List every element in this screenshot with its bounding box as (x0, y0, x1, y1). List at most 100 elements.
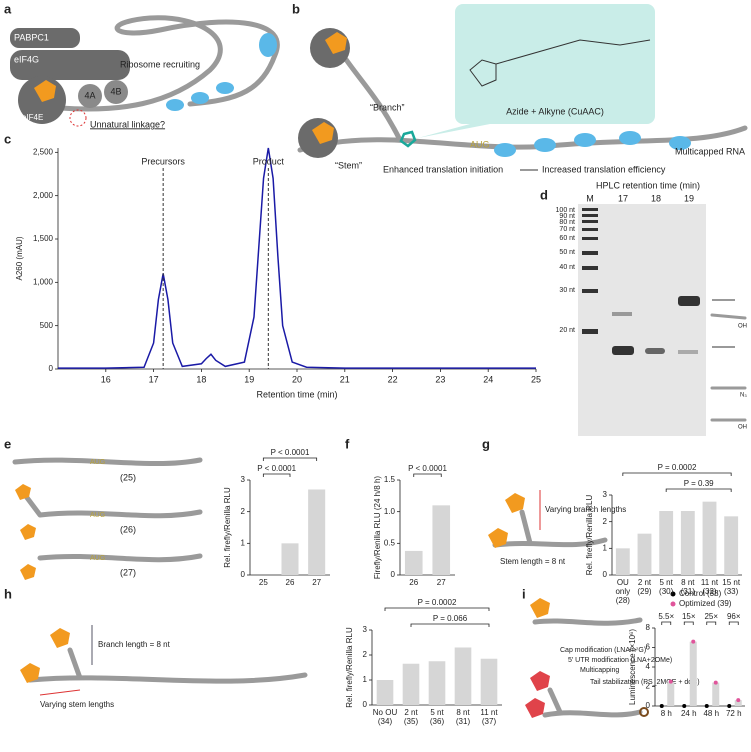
label: Increased translation efficiency (542, 164, 666, 174)
y-tick-label: 0 (646, 701, 651, 710)
ribosome (191, 92, 209, 104)
x-tick-label: 11 nt (32) (700, 578, 719, 596)
panel-label: g (482, 436, 490, 451)
bar (454, 647, 472, 705)
y-tick-label: 3 (603, 490, 608, 499)
ladder-label: 70 nt (559, 226, 575, 233)
x-axis-title: Retention time (min) (256, 389, 337, 399)
x-tick-label: 17 (149, 374, 159, 384)
bar (402, 663, 420, 705)
y-tick-label: 8 (646, 623, 651, 632)
rna-strand (710, 313, 747, 320)
label: 4B (110, 86, 121, 96)
x-tick-label: 22 (388, 374, 398, 384)
y-tick-label: 2 (646, 682, 651, 691)
rna-strand (492, 509, 608, 548)
comparison-bracket (384, 607, 490, 611)
annotation: 15× (682, 612, 696, 621)
ladder-bands (582, 208, 598, 334)
bar (480, 658, 498, 705)
x-tick-label: 15 nt (33) (722, 578, 741, 596)
ribosome (259, 33, 277, 57)
y-tick-label: 1.0 (384, 507, 396, 516)
legend-marker (670, 601, 676, 607)
x-tick-label: 26 (409, 578, 419, 587)
ladder-label: 20 nt (559, 327, 575, 334)
x-tick-label: 11 nt (37) (480, 708, 498, 726)
label: eIF4E (22, 113, 43, 122)
label: AUG (90, 555, 105, 562)
bar (308, 489, 326, 575)
y-tick-label: 2,500 (33, 147, 54, 156)
label: Cap modification (LNAm⁷G) (560, 647, 646, 654)
y-tick-label: 1 (363, 675, 368, 684)
cap-shape (20, 628, 70, 683)
ladder-label: 90 nt (559, 213, 575, 220)
panel-g-diagram: Varying branch lengths Stem length = 8 n… (488, 490, 626, 566)
y-axis-title: Firefly/Renilla RLU (24 h/8 h) (373, 476, 382, 579)
label: Tail stabilization (PS_2MOE + ddC) (590, 679, 700, 686)
panel-e-diagram: AUG AUG AUG (25) (26) (27) (12, 457, 203, 580)
label: AUG (90, 512, 105, 519)
label: N₃ (740, 393, 747, 399)
lane-label: M (586, 193, 594, 203)
annotation: P = 0.39 (684, 479, 714, 488)
bar (734, 700, 742, 706)
label: Varying branch lengths (545, 505, 626, 514)
label: “Stem” (335, 160, 362, 170)
comparison-bracket (661, 621, 672, 625)
panel-label: c (4, 131, 11, 146)
annotation: P = 0.0002 (658, 463, 697, 472)
label: PABPC1 (14, 32, 49, 42)
x-tick-label: 21 (340, 374, 350, 384)
ribosome (534, 138, 556, 152)
band (678, 350, 698, 354)
y-tick-label: 1,000 (33, 277, 54, 286)
rna-strand (57, 15, 280, 112)
comparison-bracket (665, 488, 732, 492)
ladder-label: 30 nt (559, 287, 575, 294)
x-tick-label: 25 (258, 578, 268, 587)
point (691, 639, 696, 644)
label: Multicapped RNA (675, 146, 745, 156)
label: OH (738, 425, 747, 431)
comparison-bracket (262, 457, 318, 461)
bar (432, 505, 451, 575)
x-tick-label: 24 (483, 374, 493, 384)
bar (689, 641, 697, 706)
y-tick-label: 0 (391, 570, 396, 579)
band (612, 346, 634, 355)
x-tick-label: 18 (196, 374, 206, 384)
y-tick-label: 1 (603, 543, 608, 552)
bar (659, 511, 674, 575)
panel-label: a (4, 1, 12, 16)
y-tick-label: 1.5 (384, 475, 396, 484)
ribosome (494, 143, 516, 157)
x-tick-label: OU only (28) (615, 578, 631, 605)
y-tick-label: 2 (363, 650, 368, 659)
x-tick-label: 5 nt (36) (429, 708, 445, 726)
panel-a-diagram: PABPC1 eIF4G eIF4E 4A 4B Ribosome recrui… (10, 15, 280, 129)
x-tick-label: 27 (436, 578, 446, 587)
x-tick-label: 26 (285, 578, 295, 587)
annotation: 25× (704, 612, 718, 621)
band (645, 348, 665, 354)
cap-shape (15, 484, 36, 580)
annotation: P < 0.0001 (271, 448, 310, 457)
bar (702, 501, 717, 575)
band (678, 296, 700, 306)
x-tick-label: 20 (292, 374, 302, 384)
legend-label: Control (38) (679, 589, 722, 598)
point (659, 704, 664, 708)
ribosome (166, 99, 184, 111)
y-tick-label: 0 (241, 570, 246, 579)
y-axis-title: Rel. firefly/Renilla RLU (585, 495, 594, 576)
x-tick-label: 48 h (703, 709, 720, 718)
panel-label: h (4, 586, 12, 601)
bar (680, 511, 695, 575)
tail-cap (639, 707, 649, 717)
panel-label: b (292, 1, 300, 16)
x-tick-label: 8 nt (31) (455, 708, 471, 726)
rna-strand (37, 553, 203, 563)
rna-strand (532, 617, 643, 626)
